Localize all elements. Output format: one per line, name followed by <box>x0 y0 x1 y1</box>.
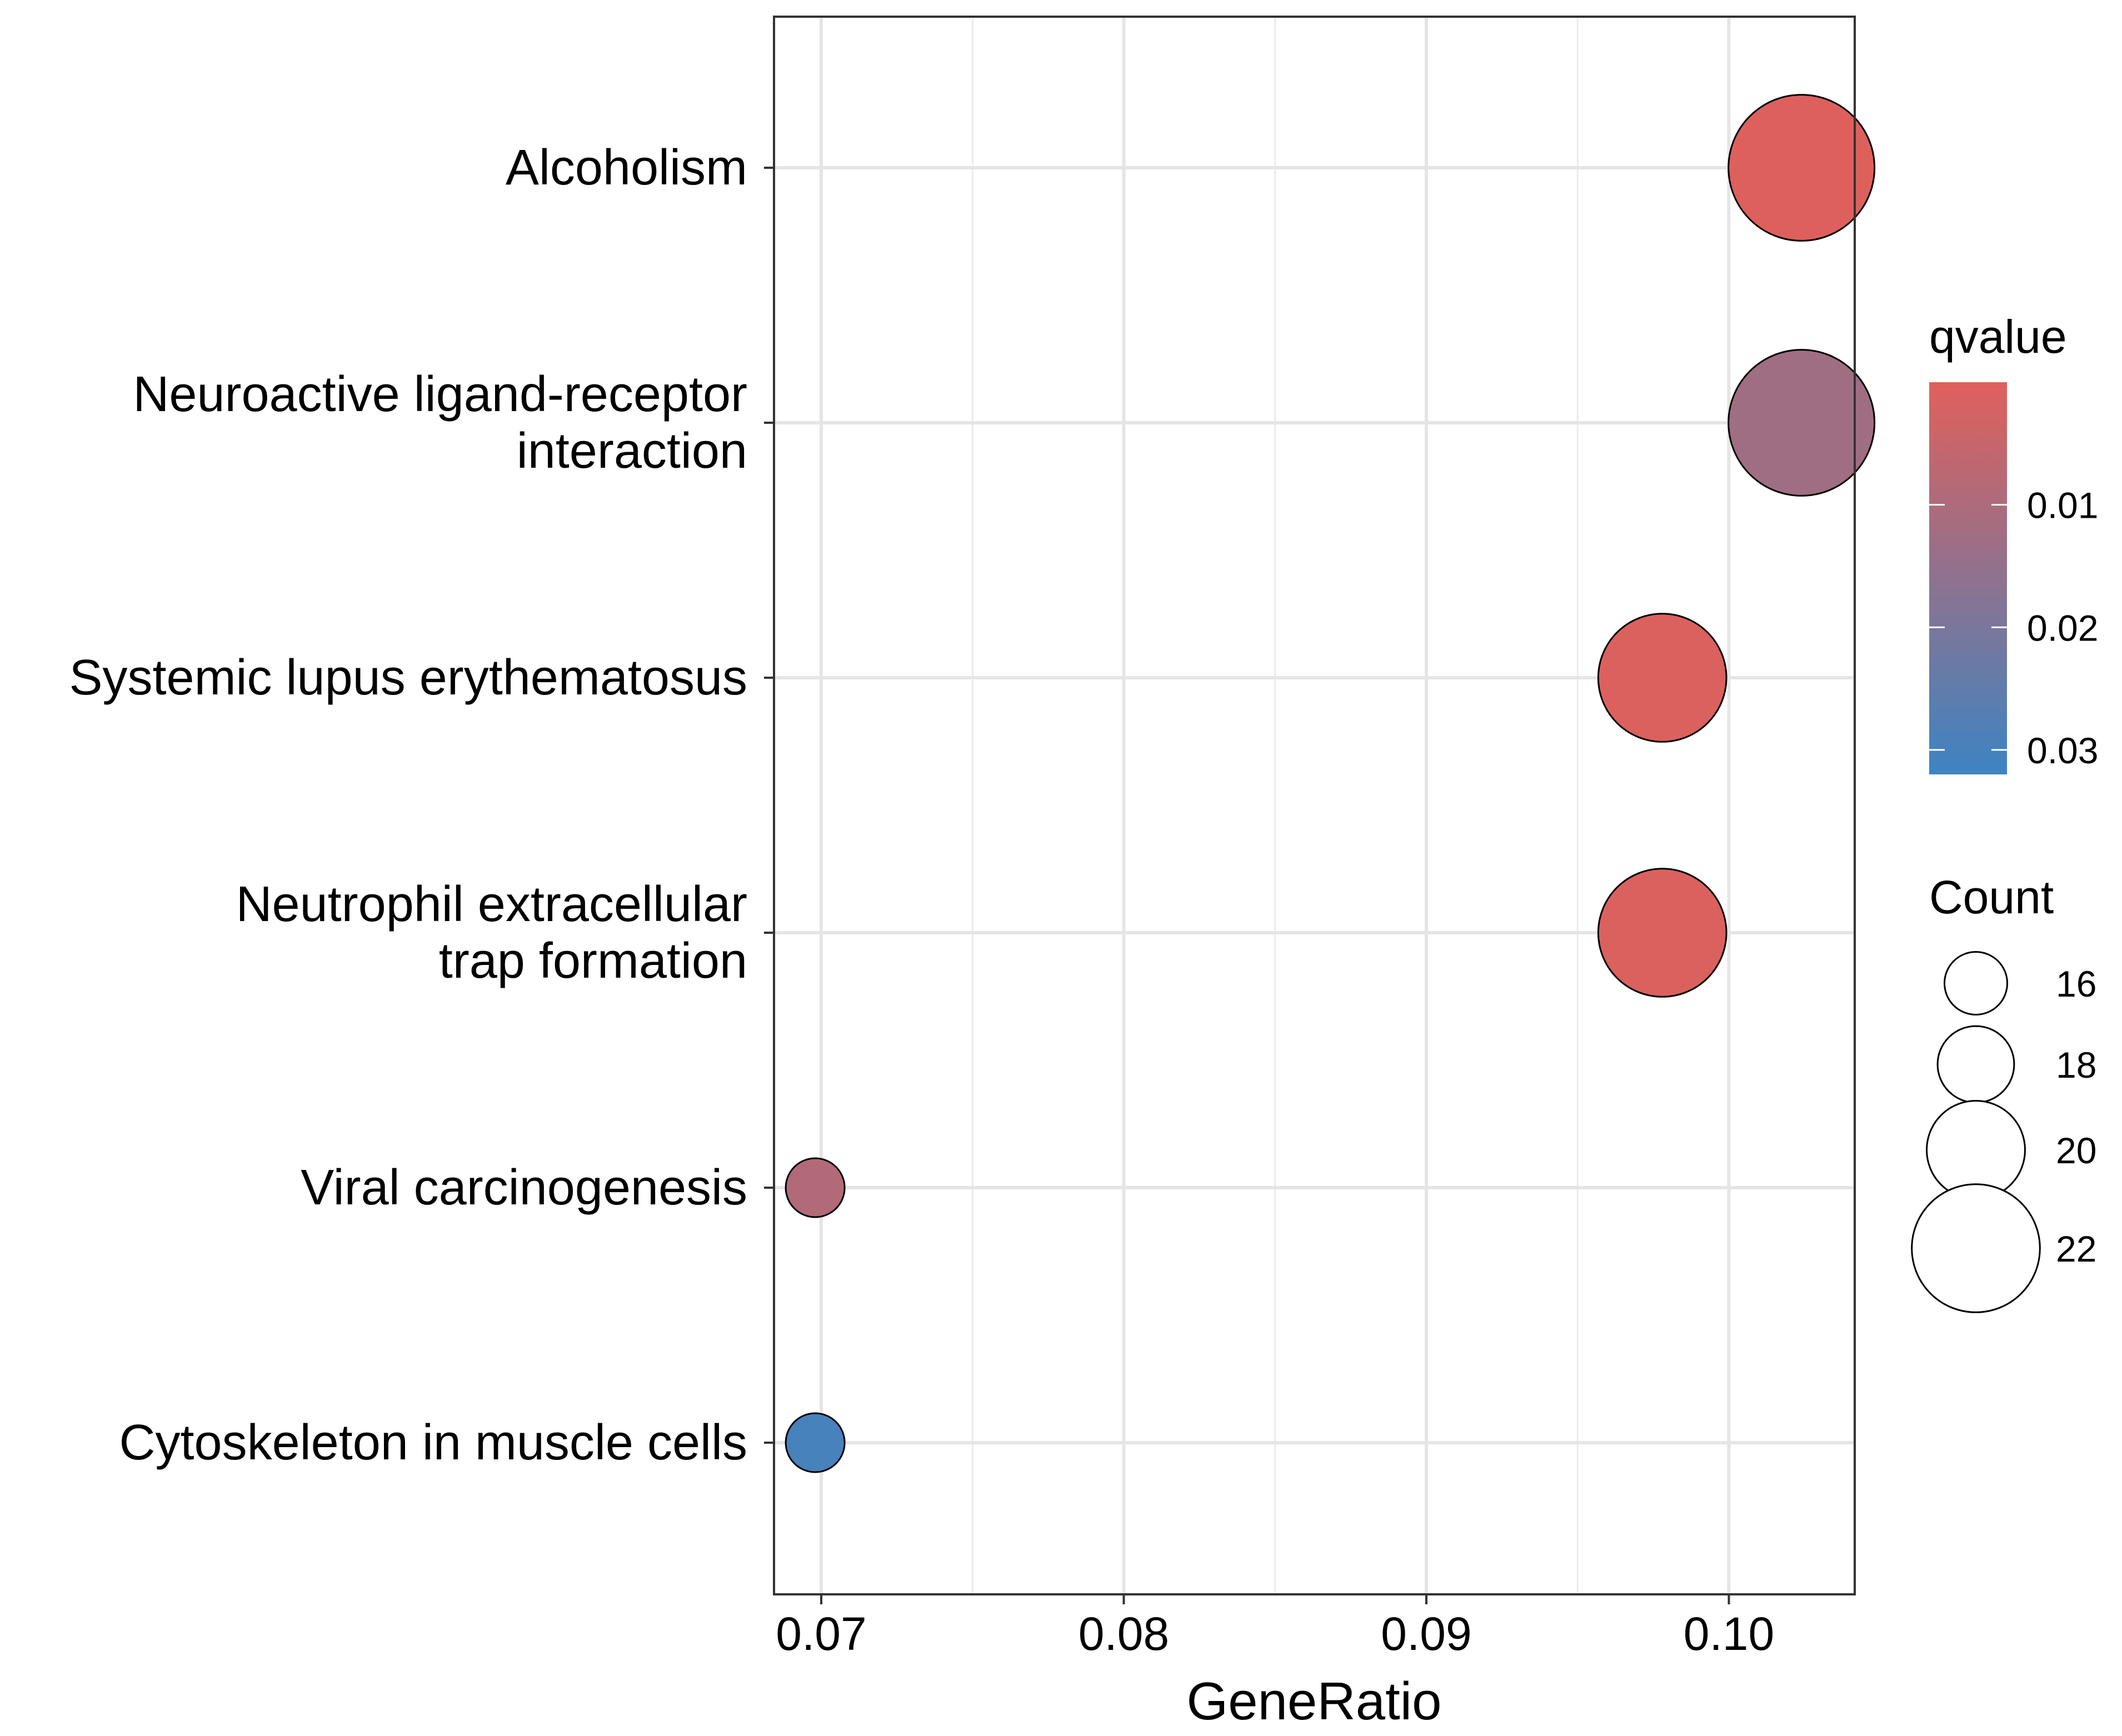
size-legend-key <box>1944 951 2008 1015</box>
size-legend-title: Count <box>1929 871 2054 923</box>
size-legend-label: 16 <box>2056 963 2096 1004</box>
color-legend-title: qvalue <box>1929 311 2067 363</box>
grid-lines <box>774 17 1855 1594</box>
x-axis: 0.07 0.08 0.09 0.10 <box>776 1594 1774 1660</box>
y-axis: Alcoholism Neuroactive ligand-receptor int… <box>69 140 774 1470</box>
category-label: Cytoskeleton in muscle cells <box>119 1415 747 1470</box>
data-point <box>1727 94 1876 242</box>
x-tick-label: 0.09 <box>1381 1608 1472 1660</box>
category-label: Viral carcinogenesis <box>301 1160 747 1215</box>
plot-panel-border <box>773 16 1856 1595</box>
category-label: Systemic lupus erythematosus <box>69 650 748 706</box>
data-point <box>1597 868 1727 998</box>
x-axis-title: GeneRatio <box>1187 1672 1442 1731</box>
category-label: Neutrophil extracellular trap formation <box>236 877 747 989</box>
data-point <box>1727 349 1876 497</box>
category-label: Alcoholism <box>506 140 747 196</box>
data-points <box>785 94 1876 1473</box>
size-legend-label: 18 <box>2056 1044 2096 1085</box>
size-legend-label: 22 <box>2056 1228 2096 1269</box>
x-tick-label: 0.07 <box>776 1608 867 1660</box>
colorbar-label: 0.02 <box>2027 607 2098 648</box>
x-tick-label: 0.08 <box>1079 1608 1170 1660</box>
size-legend-key <box>1911 1183 2041 1313</box>
data-point <box>785 1412 846 1473</box>
colorbar-label: 0.01 <box>2027 485 2098 526</box>
category-label: Neuroactive ligand-receptor interaction <box>133 367 747 479</box>
data-point <box>785 1157 846 1218</box>
data-point <box>1597 613 1727 743</box>
size-legend-label: 20 <box>2056 1130 2096 1171</box>
colorbar-label: 0.03 <box>2027 730 2098 771</box>
x-tick-label: 0.10 <box>1684 1608 1775 1660</box>
qvalue-colorbar <box>1929 382 2007 774</box>
size-legend-key <box>1936 1025 2015 1104</box>
